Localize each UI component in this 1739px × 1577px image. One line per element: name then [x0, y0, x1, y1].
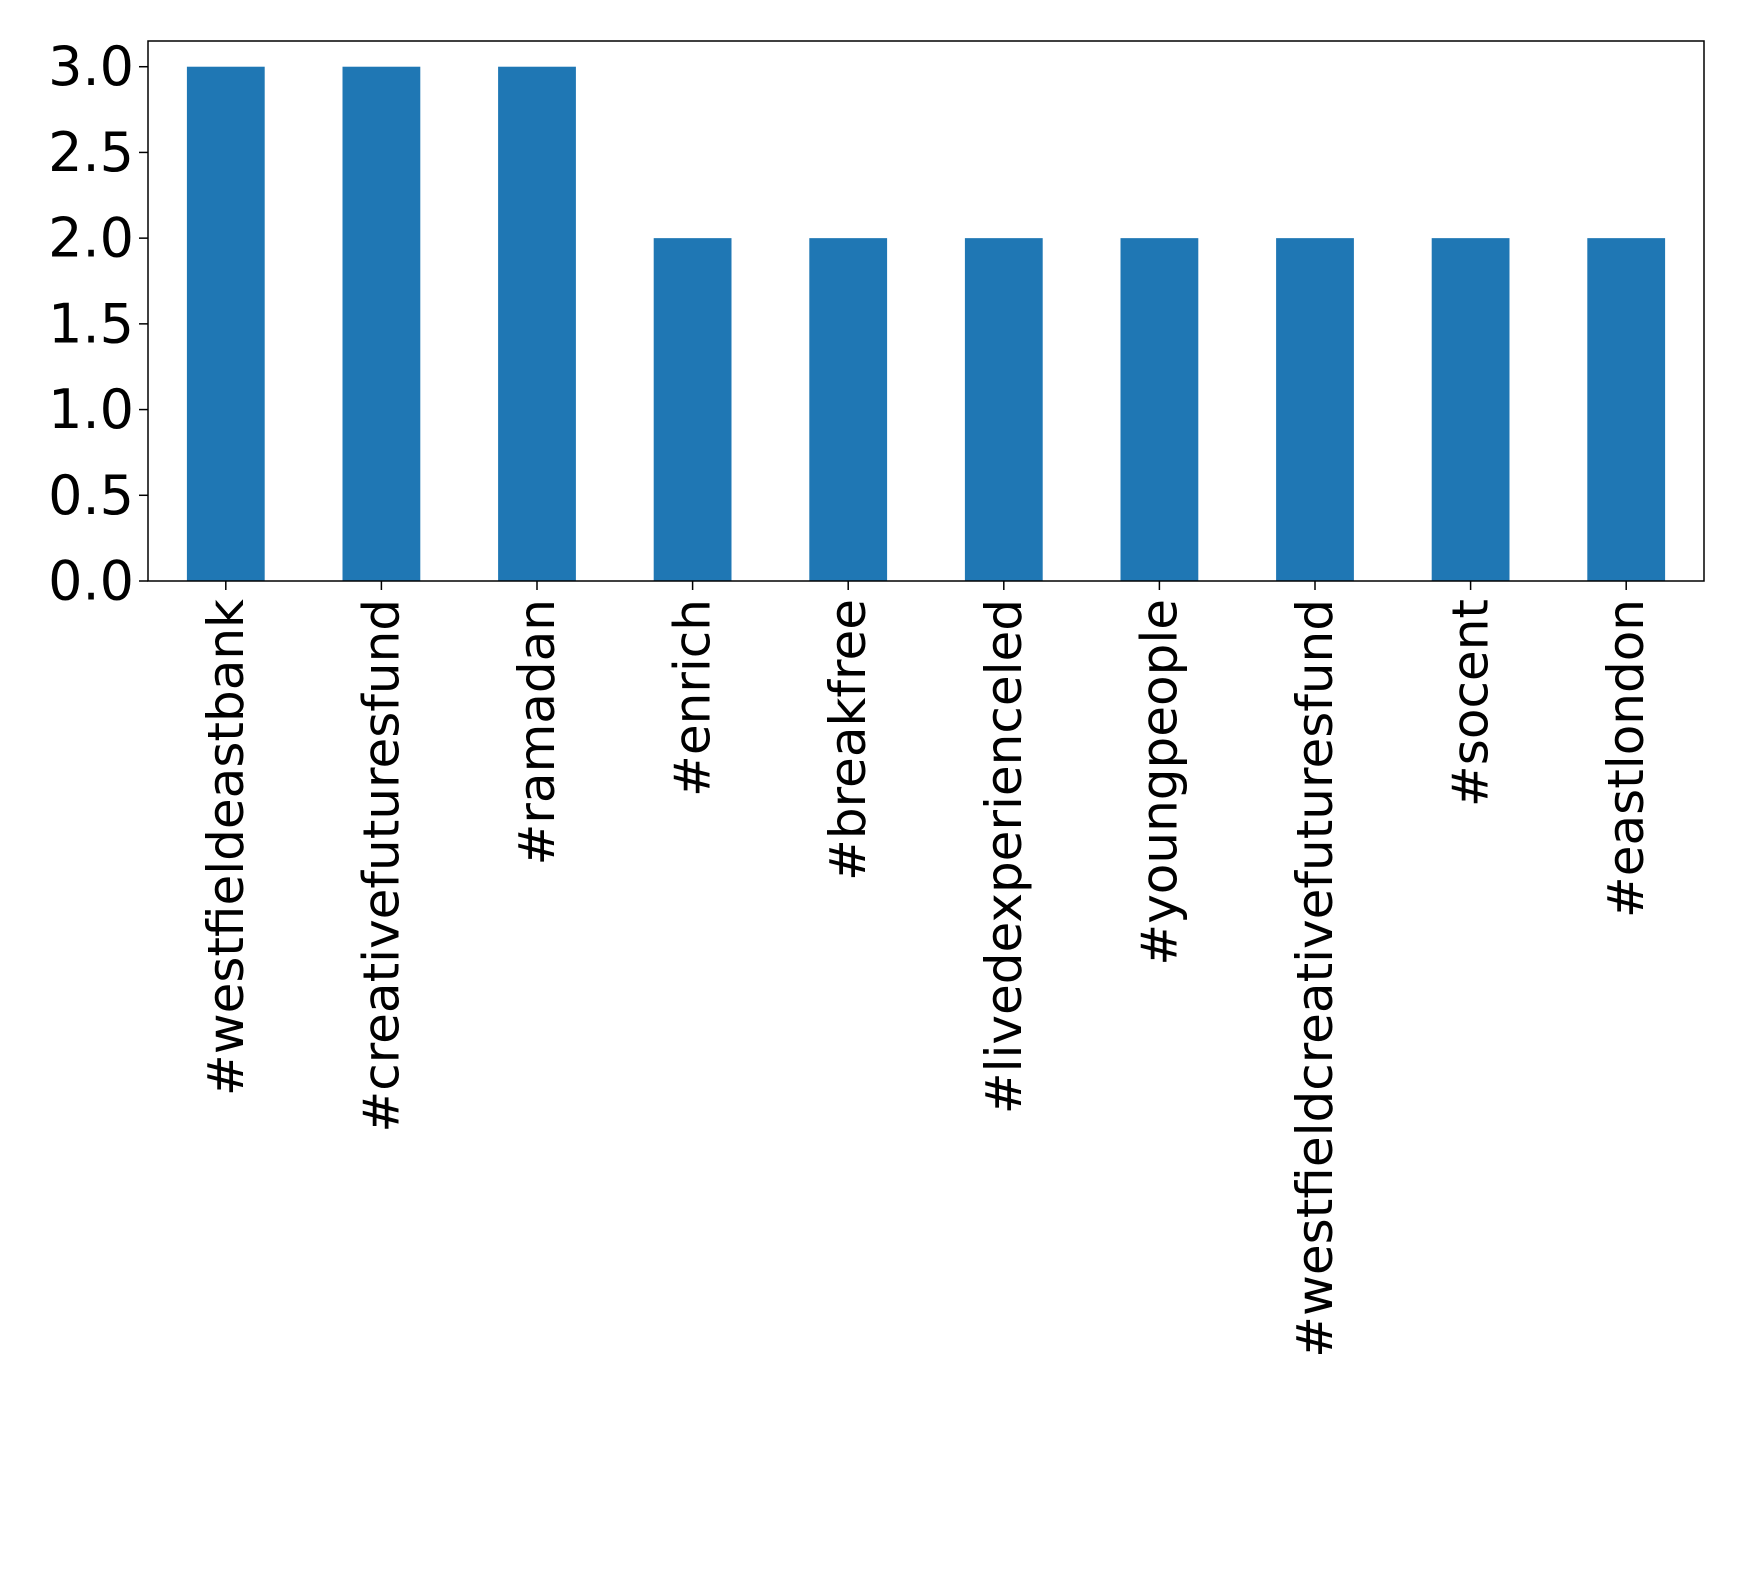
bar-youngpeople — [1120, 238, 1199, 581]
x-tick-label: #eastlondon — [1597, 599, 1655, 918]
x-tick-label: #creativefuturesfund — [352, 599, 410, 1133]
bar-eastlondon — [1587, 238, 1666, 581]
x-tick-label: #ramadan — [508, 599, 566, 866]
y-tick-label: 2.0 — [48, 207, 134, 270]
x-tick-label: #breakfree — [819, 599, 877, 881]
x-tick-label: #youngpeople — [1130, 599, 1188, 966]
bar-westfieldcreativefuturesfund — [1276, 238, 1354, 581]
y-tick-label: 1.0 — [48, 378, 134, 441]
bar-socent — [1431, 238, 1510, 581]
y-tick-label: 3.0 — [48, 35, 134, 98]
y-tick-label: 0.0 — [48, 550, 134, 613]
y-tick-label: 2.5 — [48, 121, 134, 184]
y-tick-label: 0.5 — [48, 464, 134, 527]
y-tick-label: 1.5 — [48, 292, 134, 355]
x-tick-label: #livedexperienceled — [975, 599, 1033, 1114]
bar-enrich — [653, 238, 732, 581]
x-tick-label: #westfieldcreativefuturesfund — [1286, 599, 1344, 1358]
y-axis: 0.0 0.5 1.0 1.5 2.0 2.5 3.0 — [48, 35, 148, 613]
bar-livedexperienceled — [964, 238, 1043, 581]
bar-ramadan — [498, 66, 576, 581]
x-tick-label: #socent — [1442, 599, 1500, 807]
x-axis: #westfieldeastbank #creativefuturesfund #r… — [197, 581, 1655, 1358]
plot-frame — [147, 40, 1705, 582]
bar-breakfree — [809, 238, 888, 581]
bars — [186, 66, 1666, 581]
x-tick-label: #enrich — [664, 599, 722, 797]
bar-creativefuturesfund — [342, 66, 421, 581]
bar-westfieldeastbank — [186, 66, 265, 581]
x-tick-label: #westfieldeastbank — [197, 599, 255, 1096]
